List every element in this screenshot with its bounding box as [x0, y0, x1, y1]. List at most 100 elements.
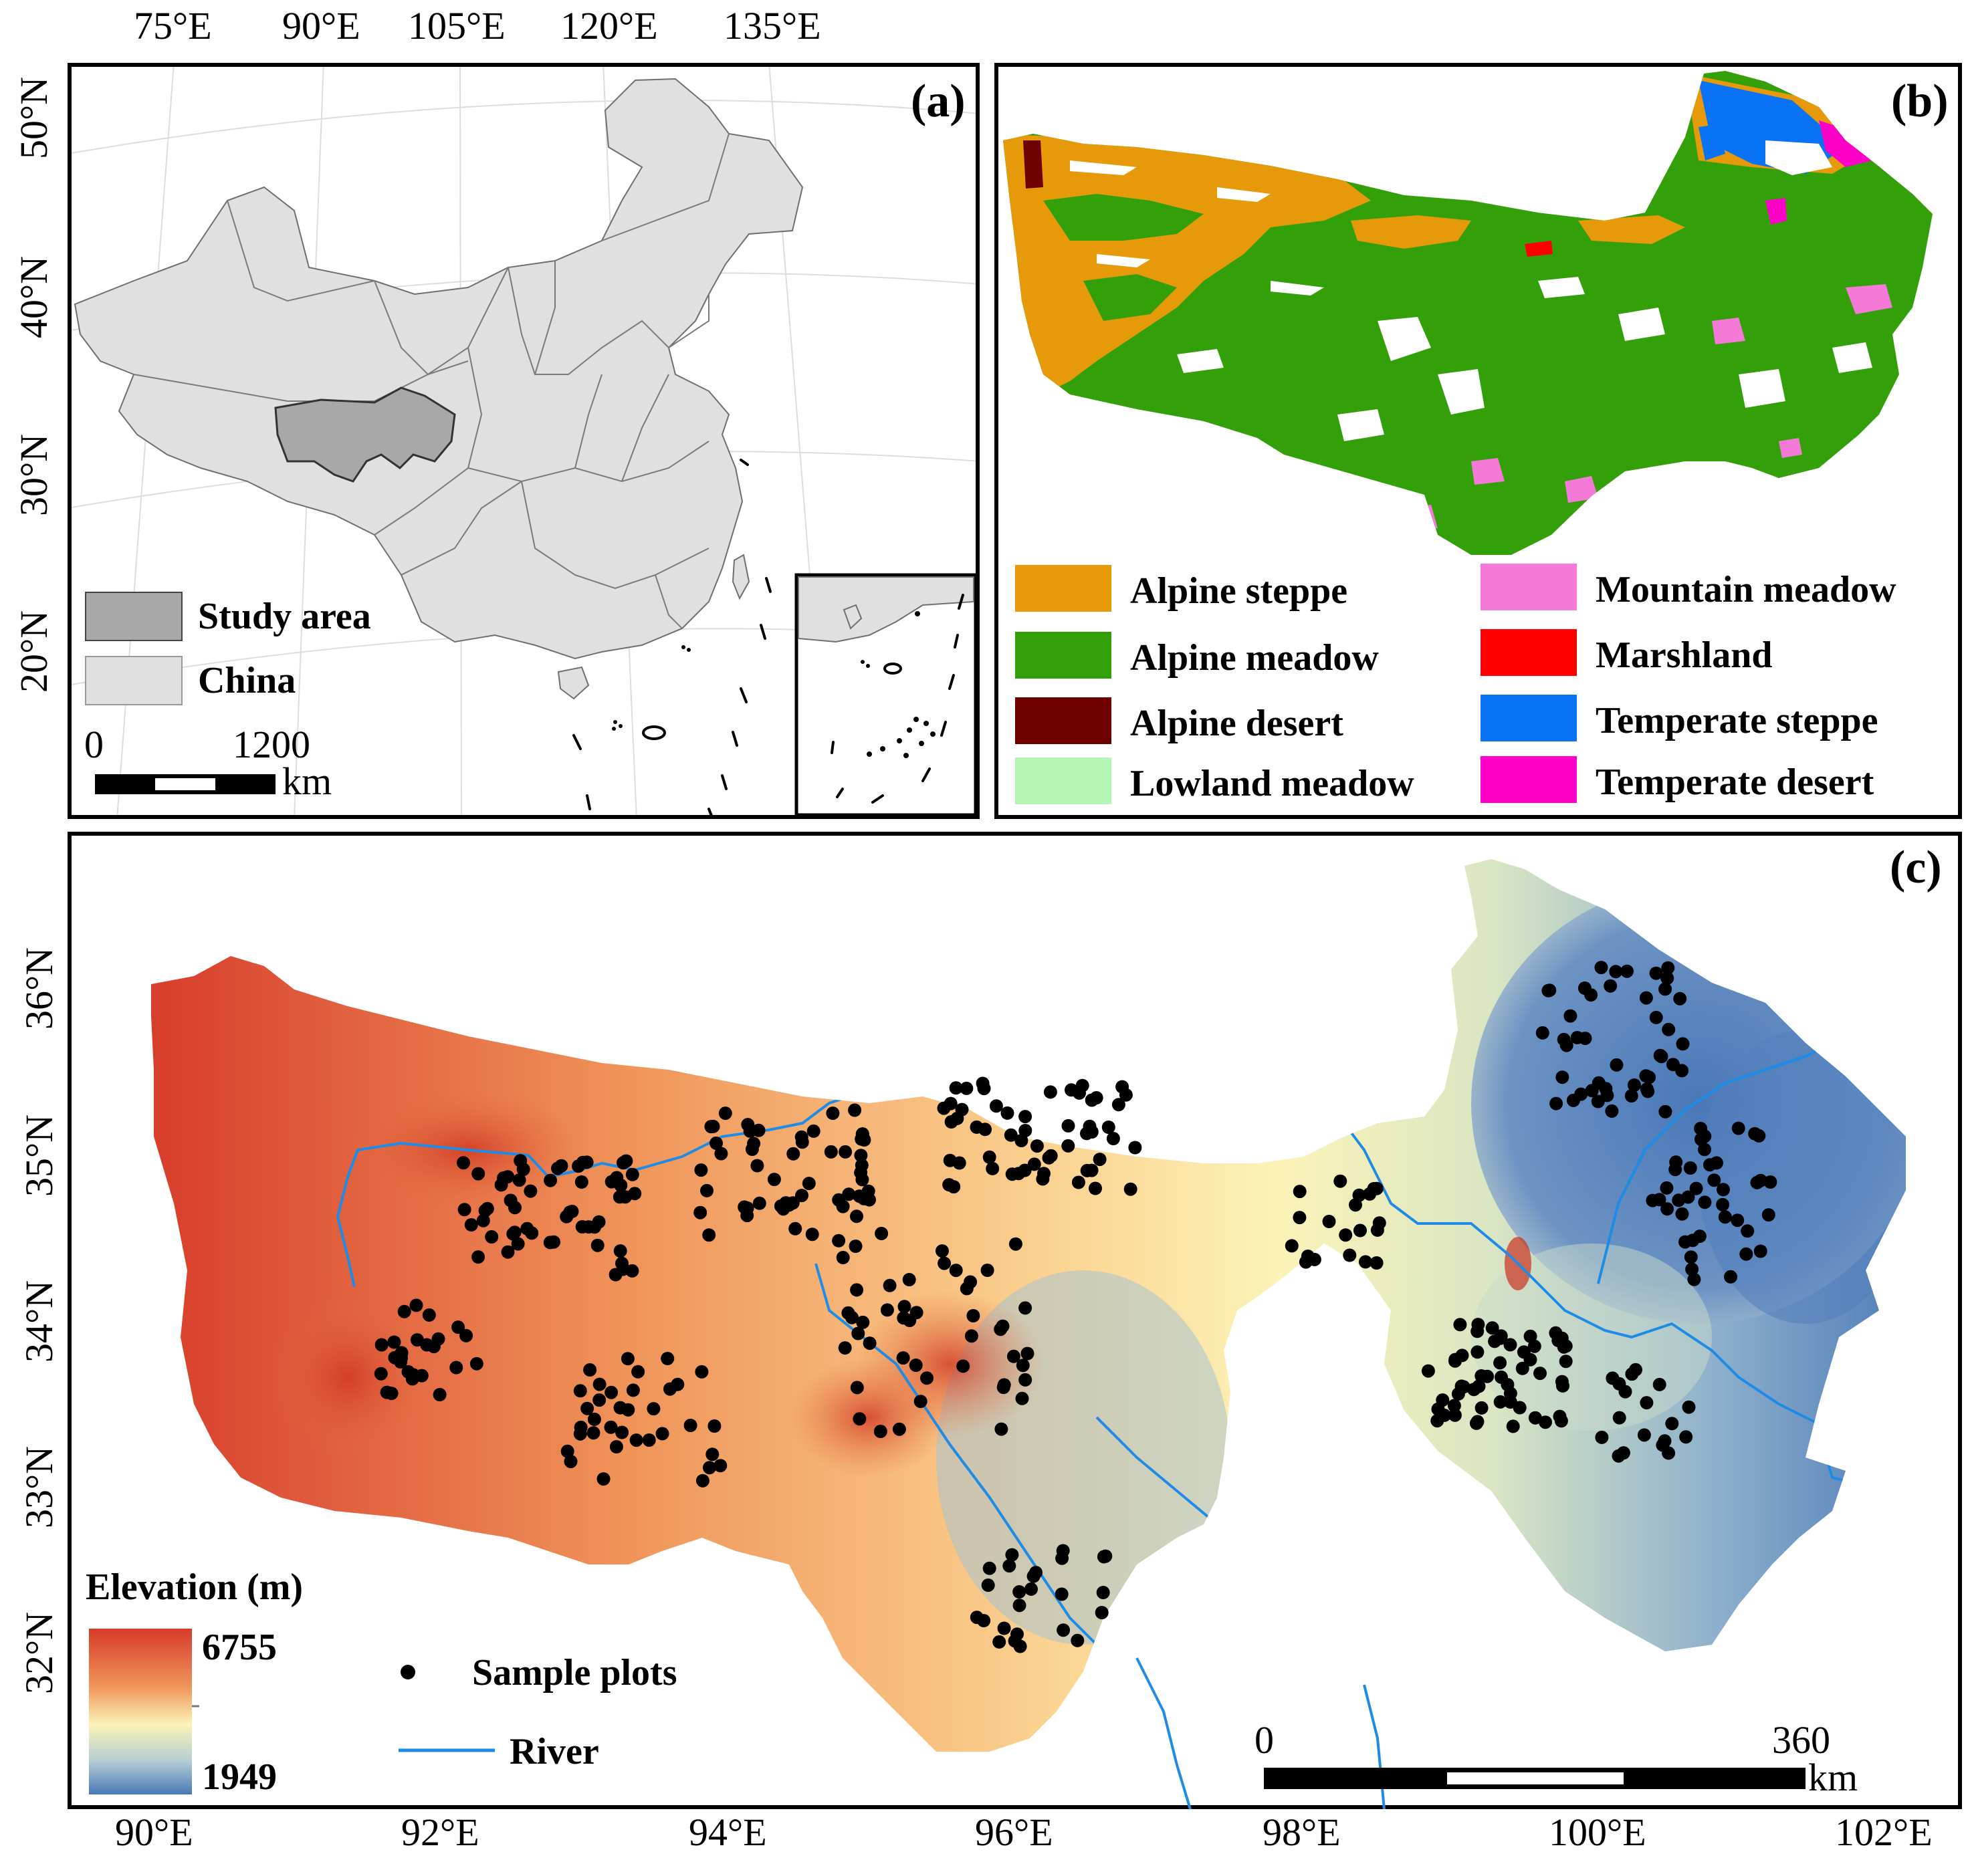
sample-plot-marker — [850, 1381, 864, 1395]
sample-plot-marker — [1353, 1223, 1367, 1238]
sample-plot-marker — [944, 1096, 958, 1110]
sample-plot-marker — [1089, 1181, 1102, 1195]
sample-plot-marker — [1625, 1367, 1639, 1381]
sample-plot-marker — [1570, 1031, 1584, 1044]
sample-plot-marker — [451, 1320, 465, 1334]
sample-plot-marker — [1372, 1216, 1386, 1230]
sample-plot-marker — [1037, 1167, 1051, 1181]
lon-tick: 75°E — [134, 4, 212, 47]
legend-label-river: River — [510, 1731, 599, 1772]
sample-plot-marker — [476, 1213, 490, 1227]
sample-plot-marker — [1717, 1183, 1730, 1197]
sample-plot-marker — [892, 1422, 906, 1436]
sample-plot-marker — [1761, 1208, 1775, 1222]
sample-plot-marker — [554, 1159, 568, 1173]
sample-plot-marker — [1333, 1174, 1347, 1188]
sample-plot-marker — [613, 1401, 627, 1415]
sample-plot-marker — [1024, 1582, 1038, 1596]
sample-plot-marker — [832, 1234, 846, 1248]
legend-label-alpine-desert: Alpine desert — [1130, 703, 1343, 744]
sample-plot-marker — [836, 1251, 850, 1264]
sample-plot-marker — [695, 1365, 709, 1379]
sample-plot-marker — [494, 1178, 508, 1192]
sample-plot-marker — [1456, 1380, 1470, 1394]
sample-plot-marker — [747, 1137, 761, 1151]
sample-plot-marker — [714, 1147, 728, 1161]
sample-plot-marker — [1660, 1181, 1674, 1195]
sample-plot-marker — [938, 1256, 952, 1270]
lon-tick: 90°E — [115, 1810, 193, 1854]
sample-plot-marker — [989, 1099, 1003, 1113]
sample-plot-marker — [1557, 1340, 1571, 1354]
sample-plot-marker — [1649, 966, 1663, 980]
sample-plot-marker — [405, 1372, 419, 1386]
sample-plot-marker — [978, 1123, 992, 1137]
sample-plot-marker — [619, 1190, 632, 1204]
sample-plot-marker — [1481, 1369, 1495, 1383]
sample-plot-marker — [1421, 1364, 1435, 1378]
sample-plot-marker — [1061, 1139, 1075, 1153]
sample-plot-marker — [1533, 1367, 1547, 1381]
sample-plot-marker — [842, 1187, 856, 1201]
sample-plot-marker — [741, 1118, 755, 1132]
sample-plot-marker — [875, 1227, 889, 1240]
sample-plot-marker — [1763, 1175, 1777, 1189]
sample-plot-marker — [861, 1184, 875, 1198]
sample-plot-marker — [617, 1156, 630, 1170]
sample-plot-marker — [374, 1338, 389, 1352]
sample-plot-marker — [1549, 1096, 1563, 1110]
sample-plot-marker — [1624, 1089, 1638, 1103]
sample-plot-marker — [1698, 1129, 1712, 1143]
sample-plot-marker — [795, 1189, 808, 1203]
sample-plot-marker — [1599, 1082, 1613, 1096]
sample-plot-marker — [1555, 1070, 1569, 1084]
sample-plot-marker — [629, 1433, 643, 1447]
sample-plot-marker — [1731, 1121, 1745, 1135]
sample-plot-marker — [1559, 1355, 1573, 1369]
sample-plot-marker — [609, 1440, 623, 1453]
sample-plot-marker — [1731, 1213, 1745, 1227]
legend-swatch-mountain-meadow — [1481, 564, 1577, 610]
sample-plot-marker — [964, 1329, 978, 1343]
sample-plot-marker — [573, 1384, 587, 1398]
sample-plot-marker — [1089, 1091, 1103, 1104]
sample-plot-marker — [625, 1167, 639, 1181]
sample-plot-marker — [1639, 1069, 1653, 1083]
sample-plot-marker — [949, 1264, 963, 1278]
sample-plot-marker — [1018, 1124, 1032, 1137]
sample-plot-marker — [1707, 1173, 1721, 1187]
sample-plot-marker — [1339, 1228, 1353, 1242]
sample-plot-marker — [1043, 1085, 1057, 1099]
sample-plot-marker — [839, 1145, 853, 1159]
legend-label-sample-plots: Sample plots — [472, 1652, 677, 1693]
sample-plot-marker — [1517, 1345, 1531, 1359]
sample-plot-marker — [544, 1173, 558, 1187]
sample-plot-marker — [806, 1124, 821, 1138]
sample-plot-marker — [1718, 1210, 1732, 1224]
sample-plot-marker — [663, 1382, 677, 1396]
sample-plot-marker — [525, 1226, 539, 1240]
sample-plot-marker — [997, 1621, 1011, 1635]
legend-swatch-temperate-steppe — [1481, 695, 1577, 741]
sample-plot-marker — [920, 1371, 934, 1385]
sample-plot-marker — [1658, 982, 1672, 996]
sample-plot-marker — [705, 1447, 720, 1461]
sample-plot-marker — [902, 1273, 916, 1286]
legend-swatch-alpine-meadow — [1015, 632, 1111, 679]
sample-plot-marker — [704, 1120, 718, 1134]
sample-plot-marker — [1493, 1356, 1507, 1370]
sample-plot-marker — [849, 1240, 863, 1253]
sample-plot-marker — [1662, 1022, 1676, 1036]
sample-plot-marker — [897, 1300, 911, 1314]
sample-plot-marker — [1535, 1026, 1549, 1040]
sample-plot-marker — [1448, 1408, 1462, 1422]
sample-plot-marker — [1660, 1202, 1674, 1216]
sample-plot-marker — [1119, 1088, 1133, 1102]
sample-plot-marker — [1470, 1345, 1485, 1359]
sample-plot-marker — [1014, 1134, 1028, 1147]
elevation-max-label: 6755 — [202, 1627, 277, 1668]
sample-plot-marker — [883, 1278, 897, 1292]
sample-plot-marker — [1698, 1195, 1712, 1209]
lon-tick: 98°E — [1263, 1810, 1341, 1854]
